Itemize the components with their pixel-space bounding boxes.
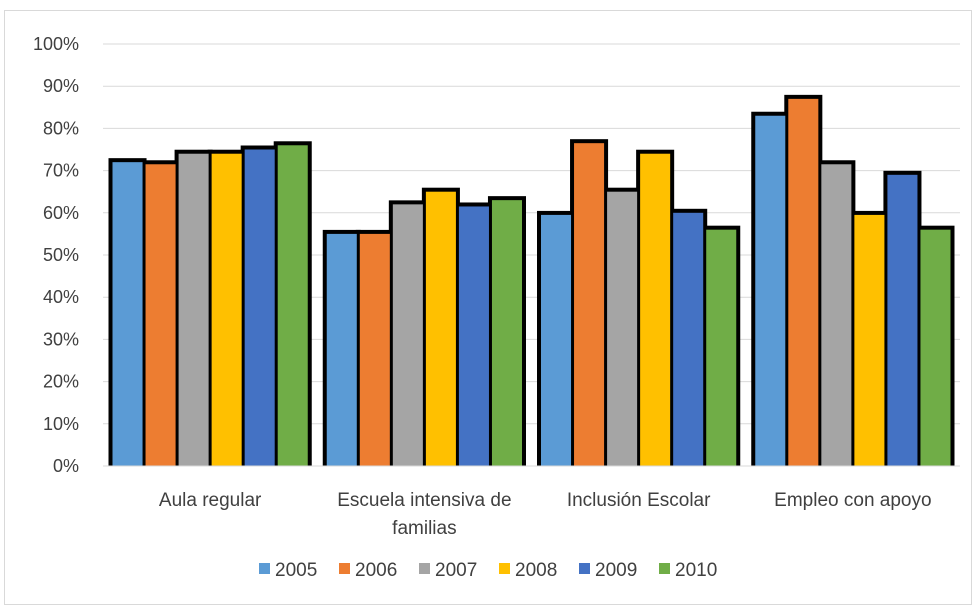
legend-label-2007: 2007: [435, 560, 477, 581]
bar-2008-3: [854, 214, 885, 466]
legend-label-2010: 2010: [675, 560, 717, 581]
bar-2010-2: [706, 229, 737, 466]
bar-2009-2: [673, 212, 704, 466]
category-label: Aula regular: [159, 490, 262, 511]
bar-2005-2: [541, 214, 572, 466]
bar-2009-3: [887, 174, 918, 466]
legend-label-2006: 2006: [355, 560, 397, 581]
y-tick-label: 10%: [43, 414, 79, 434]
bar-2007-2: [607, 191, 638, 466]
y-tick-label: 0%: [53, 456, 79, 476]
category-labels: Aula regular Escuela intensiva de familias…: [159, 490, 932, 539]
legend-swatch-2006: [339, 563, 350, 574]
y-tick-label: 80%: [43, 118, 79, 138]
legend-label-2009: 2009: [595, 560, 637, 581]
legend-swatch-2009: [579, 563, 590, 574]
bar-2008-2: [640, 153, 671, 466]
bar-2010-3: [920, 229, 951, 466]
category-label: Empleo con apoyo: [774, 490, 931, 511]
legend-label-2008: 2008: [515, 560, 557, 581]
y-tick-label: 50%: [43, 245, 79, 265]
bar-2006-0: [145, 164, 176, 466]
bar-2006-1: [359, 233, 390, 466]
bar-2008-1: [425, 191, 456, 466]
category-label: Escuela intensiva de: [337, 490, 511, 511]
y-tick-label: 90%: [43, 76, 79, 96]
legend-label-2005: 2005: [275, 560, 317, 581]
category-label: Inclusión Escolar: [567, 490, 711, 511]
bar-2008-0: [211, 153, 242, 466]
bar-2010-1: [491, 200, 522, 466]
bar-2005-3: [755, 115, 786, 467]
bar-2005-0: [112, 162, 143, 466]
y-tick-label: 20%: [43, 372, 79, 392]
bar-2007-3: [821, 164, 852, 466]
bar-2010-0: [277, 145, 308, 466]
bar-2009-0: [244, 149, 275, 466]
category-label: familias: [392, 518, 456, 539]
y-axis-tick-labels: 0% 10% 20% 30% 40% 50% 60% 70% 80% 90% 100%: [33, 34, 79, 476]
legend-swatch-2010: [659, 563, 670, 574]
bar-2005-1: [326, 233, 357, 466]
bars: [108, 94, 955, 467]
bar-2009-1: [458, 206, 489, 466]
y-tick-label: 60%: [43, 203, 79, 223]
bar-2007-1: [392, 204, 423, 467]
legend-swatch-2005: [259, 563, 270, 574]
y-tick-label: 40%: [43, 287, 79, 307]
legend: 2005 2006 2007 2008 2009 2010: [259, 560, 717, 581]
legend-swatch-2007: [419, 563, 430, 574]
y-tick-label: 30%: [43, 329, 79, 349]
y-tick-label: 70%: [43, 161, 79, 181]
bar-2007-0: [178, 153, 209, 466]
y-tick-label: 100%: [33, 34, 79, 54]
bar-2006-2: [574, 143, 605, 467]
legend-swatch-2008: [499, 563, 510, 574]
bar-2006-3: [788, 98, 819, 467]
